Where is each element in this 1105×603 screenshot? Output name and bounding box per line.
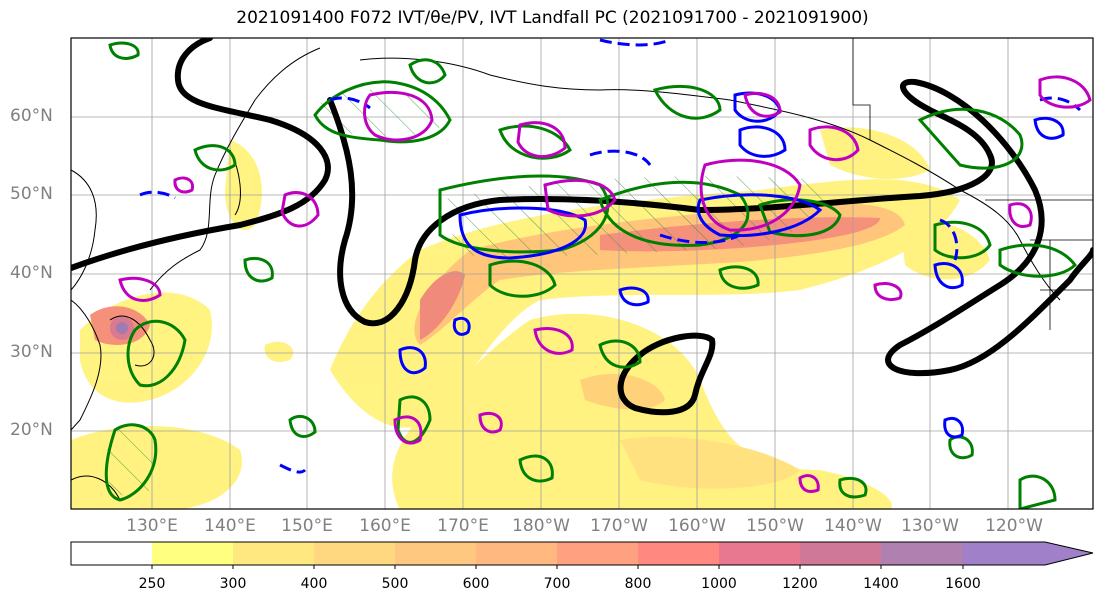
coastlines [71,47,1061,501]
colorbar-label-400: 400 [300,576,328,592]
lon-label-150w: 150°W [746,516,804,536]
colorbar [70,541,1094,569]
map-title: 2021091400 F072 IVT/θe/PV, IVT Landfall … [236,8,869,28]
colorbar-label-600: 600 [462,576,490,592]
colorbar-label-1200: 1200 [782,576,818,592]
colorbar-label-300: 300 [219,576,247,592]
colorbar-label-700: 700 [543,576,571,592]
colorbar-label-1400: 1400 [863,576,899,592]
lat-label-20n: 20°N [10,420,53,440]
lon-label-140e: 140°E [204,516,256,536]
black-contours [71,38,1093,416]
lat-label-40n: 40°N [10,263,53,283]
lon-label-160e: 160°E [359,516,411,536]
lon-label-130w: 130°W [901,516,959,536]
lon-label-140w: 140°W [824,516,882,536]
colorbar-label-800: 800 [624,576,652,592]
magenta-contours [118,75,1092,493]
map-content [71,38,1093,509]
lat-label-50n: 50°N [10,184,53,204]
lon-label-170w: 170°W [590,516,648,536]
map-frame [70,37,1094,510]
blue-dashed-contours [139,38,1082,474]
lon-label-180w: 180°W [512,516,570,536]
colorbar-label-1600: 1600 [945,576,981,592]
colorbar-label-1000: 1000 [701,576,737,592]
lat-label-30n: 30°N [10,342,53,362]
lon-label-160w: 160°W [668,516,726,536]
lon-label-150e: 150°E [281,516,333,536]
lon-label-130e: 130°E [126,516,178,536]
lon-label-120w: 120°W [985,516,1043,536]
colorbar-label-500: 500 [381,576,409,592]
colorbar-label-250: 250 [138,576,166,592]
lon-label-170e: 170°E [437,516,489,536]
green-contours [104,41,1077,509]
lat-label-60n: 60°N [10,106,53,126]
